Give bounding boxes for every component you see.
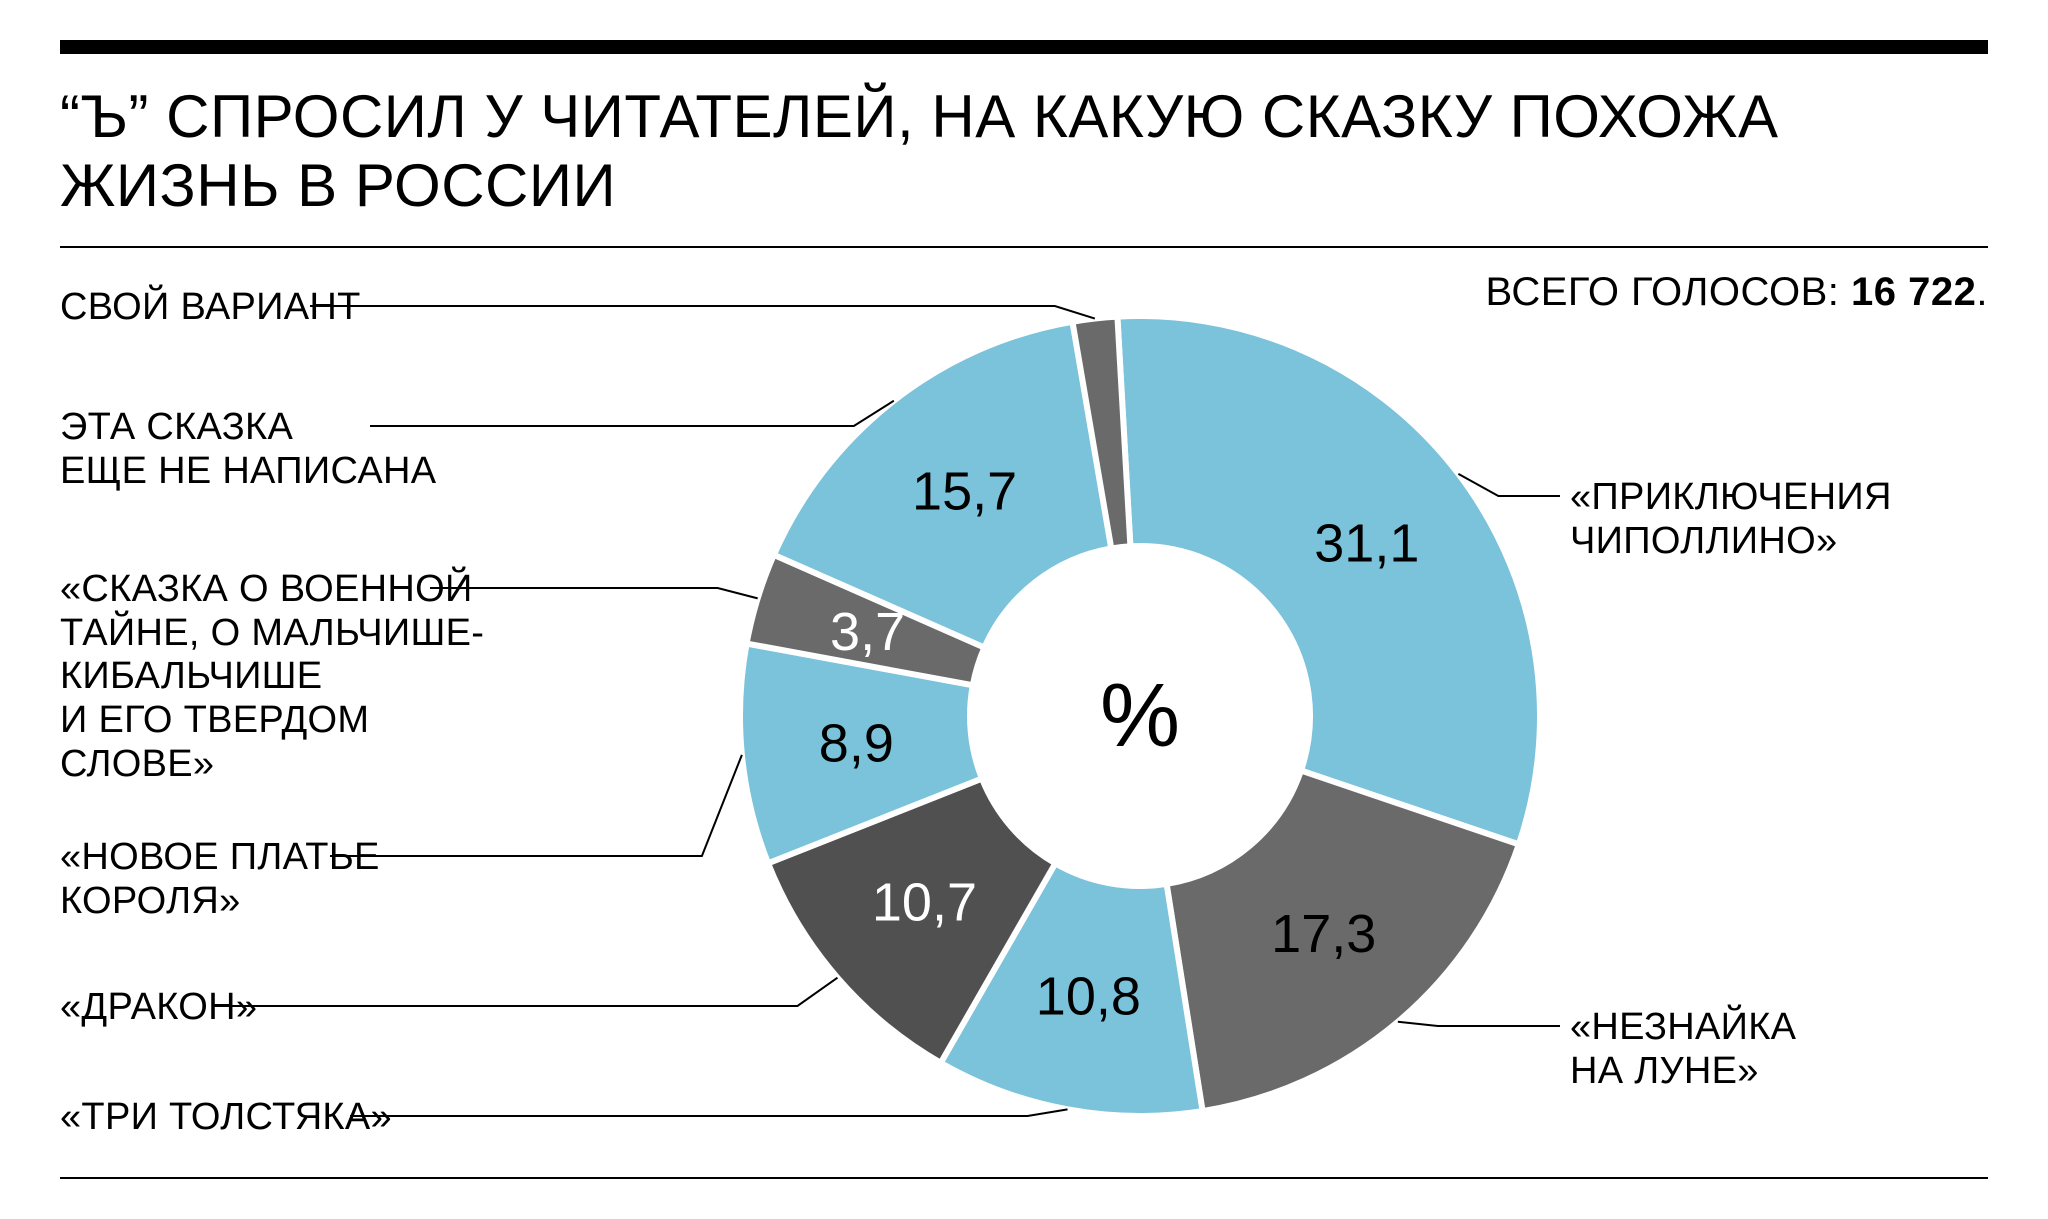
chart-area: ВСЕГО ГОЛОСОВ: 16 722. % 31,1 17,3 10,8 10,7… (60, 266, 1988, 1156)
slice-label-drakon: «ДРАКОН» (60, 986, 257, 1030)
bottom-rule (60, 1177, 1988, 1179)
slice-value-kibalchish: 3,7 (830, 602, 905, 662)
thin-rule (60, 246, 1988, 248)
total-suffix: . (1976, 270, 1988, 314)
slice-value-own: 1,8 (1052, 296, 1127, 299)
top-rule (60, 40, 1988, 54)
slice-value-cipollino: 31,1 (1314, 513, 1419, 573)
slice-label-cipollino: «ПРИКЛЮЧЕНИЯ ЧИПОЛЛИНО» (1570, 476, 1892, 563)
slice-value-neznaika: 17,3 (1271, 904, 1376, 964)
slice-label-neznaika: «НЕЗНАЙКА НА ЛУНЕ» (1570, 1006, 1796, 1093)
total-votes: ВСЕГО ГОЛОСОВ: 16 722. (1486, 270, 1989, 315)
slice-value-drakon: 10,7 (872, 872, 977, 932)
donut-center-symbol: % (1100, 666, 1180, 766)
slice-label-own: СВОЙ ВАРИАНТ (60, 286, 361, 330)
donut-chart: % 31,1 17,3 10,8 10,7 8,9 3,7 15,7 1,8 (720, 296, 1560, 1136)
slice-value-not_written: 15,7 (912, 461, 1017, 521)
leader-plate (540, 755, 742, 856)
donut-slice-cipollino (1117, 316, 1540, 844)
slice-label-tolstyaki: «ТРИ ТОЛСТЯКА» (60, 1096, 392, 1140)
slice-label-plate: «НОВОЕ ПЛАТЬЕ КОРОЛЯ» (60, 836, 380, 923)
slice-label-not_written: ЭТА СКАЗКА ЕЩЕ НЕ НАПИСАНА (60, 406, 436, 493)
slice-value-tolstyaki: 10,8 (1036, 966, 1141, 1026)
total-value: 16 722 (1851, 270, 1976, 314)
slice-value-plate: 8,9 (819, 714, 894, 774)
slice-label-kibalchish: «СКАЗКА О ВОЕННОЙ ТАЙНЕ, О МАЛЬЧИШЕ- КИБ… (60, 568, 484, 786)
chart-title: “Ъ” СПРОСИЛ У ЧИТАТЕЛЕЙ, НА КАКУЮ СКАЗКУ… (60, 82, 1988, 220)
